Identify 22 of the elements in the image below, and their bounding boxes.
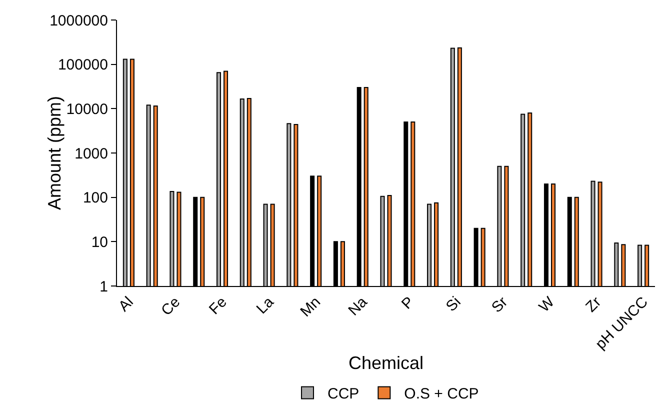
- y-axis-title: Amount (ppm): [44, 96, 64, 210]
- y-tick-label: 1000000: [50, 12, 108, 30]
- x-tick-label: W: [536, 293, 558, 316]
- x-tick-label: Zr: [582, 294, 605, 316]
- x-tick-label: Mn: [297, 294, 324, 320]
- y-tick-label: 1: [100, 278, 108, 296]
- legend-label: CCP: [328, 386, 360, 403]
- x-tick-label: P: [398, 294, 418, 313]
- x-axis-title: Chemical: [348, 352, 424, 373]
- y-tick-label: 100: [82, 190, 108, 207]
- y-tick-label: 1000: [74, 145, 108, 162]
- x-tick-label: La: [253, 293, 278, 318]
- y-tick-label: 10000: [66, 100, 108, 118]
- x-tick-label: Ce: [158, 294, 184, 320]
- x-tick-label: Na: [345, 293, 372, 320]
- y-tick-label: 10: [91, 234, 108, 251]
- x-tick-label: Si: [442, 294, 464, 316]
- x-tick-label: Sr: [488, 294, 512, 316]
- legend-label: O.S + CCP: [404, 386, 479, 403]
- y-tick-label: 100000: [58, 56, 108, 74]
- x-tick-label: Fe: [206, 294, 230, 318]
- x-tick-label: Al: [115, 294, 137, 316]
